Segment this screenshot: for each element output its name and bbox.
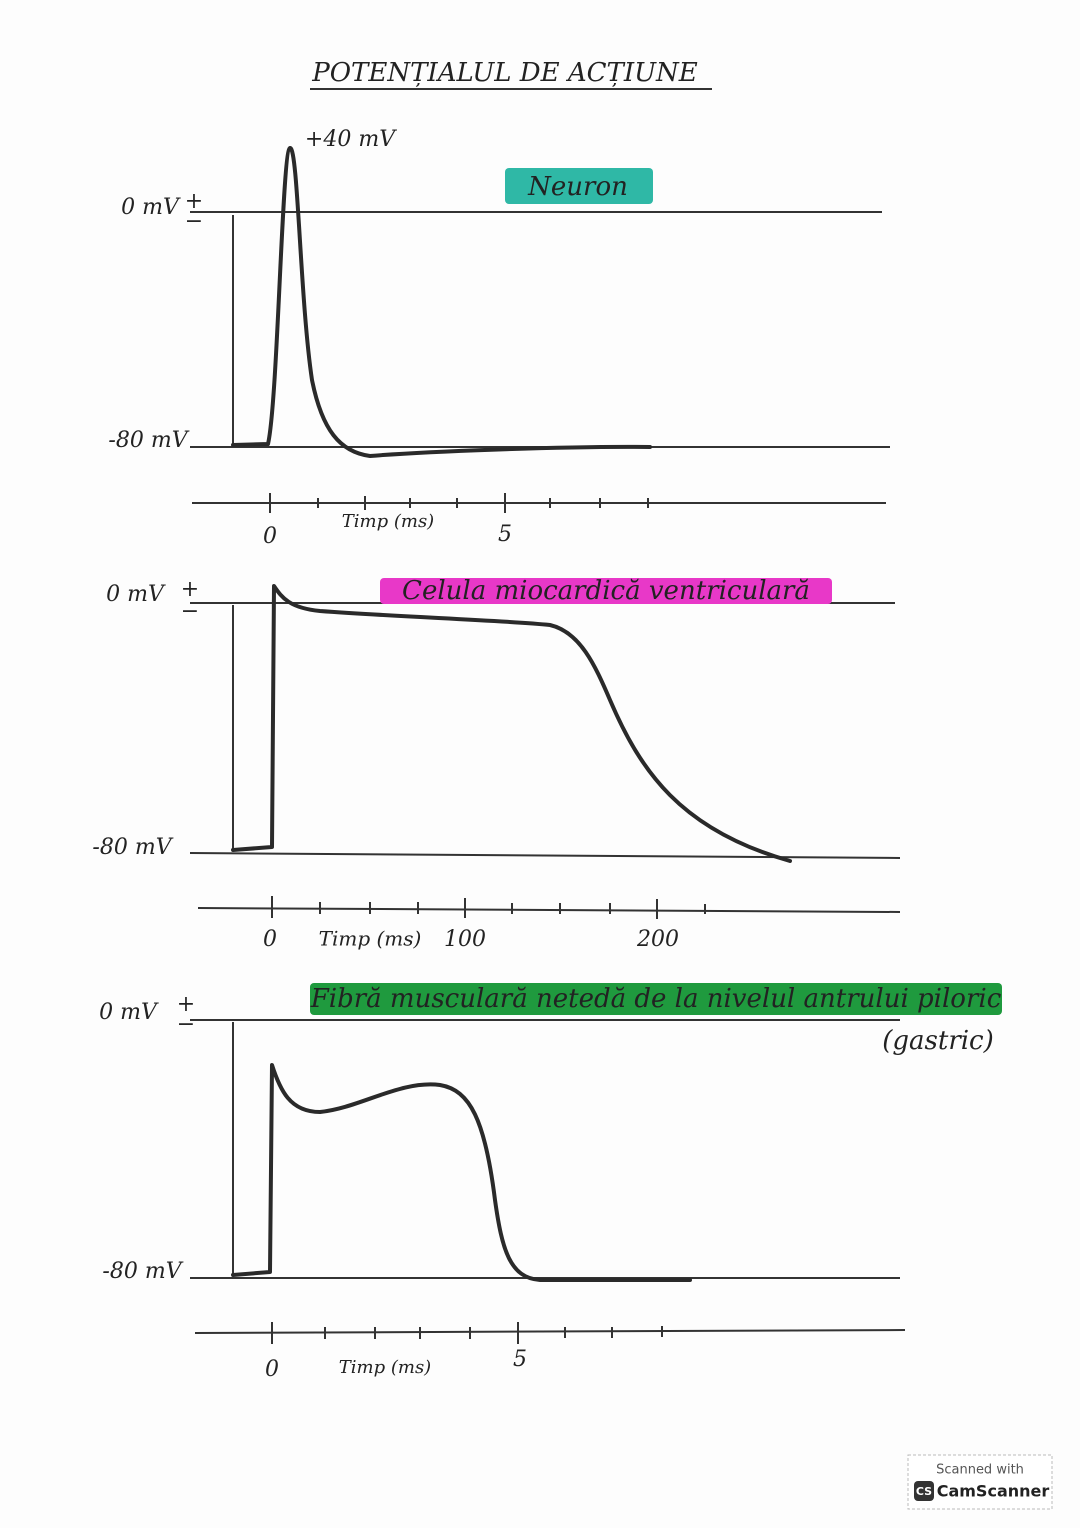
panel-myocardial: 0 mV -80 mV + − Celula miocardică ventri… — [92, 576, 901, 952]
logo-box — [914, 1481, 934, 1501]
title: POTENȚIALUL DE ACȚIUNE — [311, 58, 698, 88]
x-title: Timp (ms) — [342, 511, 434, 532]
panel-smooth-muscle: 0 mV -80 mV + − Fibră musculară netedă d… — [99, 983, 1002, 1382]
polarity: − — [181, 599, 199, 624]
panel-label: Fibră musculară netedă de la nivelul ant… — [310, 984, 1002, 1014]
ticks — [271, 1322, 663, 1344]
x-title: Timp (ms) — [319, 927, 422, 951]
time-axis — [197, 907, 901, 913]
y-label: 0 mV — [121, 195, 181, 220]
ticks — [271, 896, 706, 919]
polarity: + — [181, 577, 199, 602]
action-potential-curve — [231, 1063, 692, 1282]
y-label: 0 mV — [99, 1000, 159, 1025]
logo: CS — [916, 1485, 932, 1498]
x-label: 0 — [263, 524, 277, 549]
scanner-badge: Scanned with CS CamScanner — [907, 1454, 1053, 1510]
x-label: 5 — [513, 1347, 527, 1372]
panel-neuron: 0 mV -80 mV + − +40 mV Neuron 0 5 Timp (… — [108, 127, 890, 549]
polarity: − — [177, 1012, 195, 1037]
brand: CamScanner — [937, 1482, 1050, 1501]
x-label: 5 — [498, 522, 512, 547]
time-axis — [194, 1329, 906, 1334]
ticks — [269, 493, 649, 513]
panel-label: Neuron — [527, 172, 628, 202]
badge-line1: Scanned with — [936, 1463, 1024, 1478]
polarity: − — [185, 209, 203, 234]
peak-label: +40 mV — [305, 127, 397, 152]
polarity: + — [177, 992, 195, 1017]
x-title: Timp (ms) — [339, 1357, 431, 1378]
action-potential-curve — [231, 584, 792, 863]
action-potential-curve — [231, 145, 652, 458]
panel-label: Celula miocardică ventriculară — [402, 576, 810, 606]
x-label: 200 — [636, 927, 679, 952]
y-label: 0 mV — [106, 582, 166, 607]
panel-note: (gastric) — [882, 1026, 994, 1056]
polarity: + — [185, 189, 203, 214]
x-label: 0 — [265, 1357, 279, 1382]
x-label: 0 — [263, 927, 277, 952]
x-label: 100 — [444, 927, 486, 952]
highlight — [310, 983, 1002, 1015]
y-label: -80 mV — [102, 1259, 183, 1284]
highlight — [505, 168, 653, 204]
y-label: -80 mV — [92, 835, 173, 860]
highlight — [380, 578, 832, 604]
y-label: -80 mV — [108, 428, 189, 453]
